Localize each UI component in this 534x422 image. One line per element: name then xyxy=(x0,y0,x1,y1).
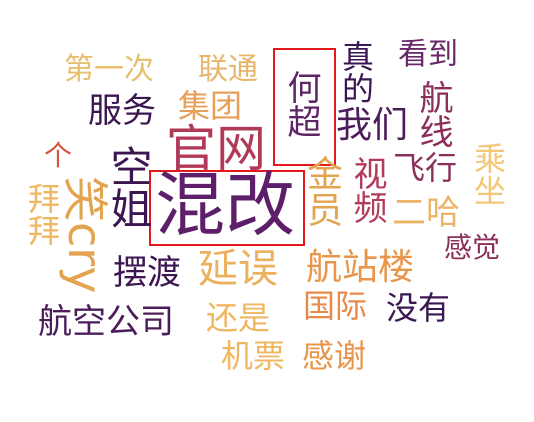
word-guanwang: 官网 xyxy=(166,120,266,178)
word-ganxie: 感谢 xyxy=(302,337,367,375)
word-zhende: 真的 xyxy=(337,40,375,104)
word-shipin: 视频 xyxy=(347,156,387,224)
word-baibai: 拜拜 xyxy=(23,182,61,246)
word-erha: 二哈 xyxy=(392,193,460,233)
word-jinyuan: 金员 xyxy=(301,155,342,227)
word-kandao: 看到 xyxy=(398,37,458,72)
word-kongjie: 空姐 xyxy=(104,145,153,229)
word-jipiao: 机票 xyxy=(221,337,286,375)
word-hunhai: 混改 xyxy=(155,164,295,246)
word-ge: 个 xyxy=(44,139,73,172)
highlight-box-hunhai xyxy=(149,170,305,246)
word-hechao: 何超 xyxy=(281,70,321,138)
word-women: 我们 xyxy=(336,105,409,146)
word-haishi: 还是 xyxy=(206,299,271,337)
word-xiaocry: 笑cry xyxy=(58,176,112,294)
highlight-box-hechao xyxy=(273,48,336,166)
word-baidu: 摆渡 xyxy=(113,253,181,293)
word-meiyou: 没有 xyxy=(386,289,451,327)
word-diyici: 第一次 xyxy=(64,52,154,87)
word-fuwu: 服务 xyxy=(88,91,156,131)
word-yanwu: 延误 xyxy=(198,246,278,292)
word-hangkonggongsi: 航空公司 xyxy=(38,302,174,342)
word-jituan: 集团 xyxy=(178,87,243,125)
word-hangzhanlou: 航站楼 xyxy=(306,247,415,288)
word-liantong: 联通 xyxy=(198,52,258,87)
word-guoji: 国际 xyxy=(303,287,368,325)
word-feixing: 飞行 xyxy=(393,149,458,187)
word-hangxian: 航线 xyxy=(413,80,453,148)
word-ganjue: 感觉 xyxy=(444,231,501,264)
word-chengzuo: 乘坐 xyxy=(469,142,507,206)
